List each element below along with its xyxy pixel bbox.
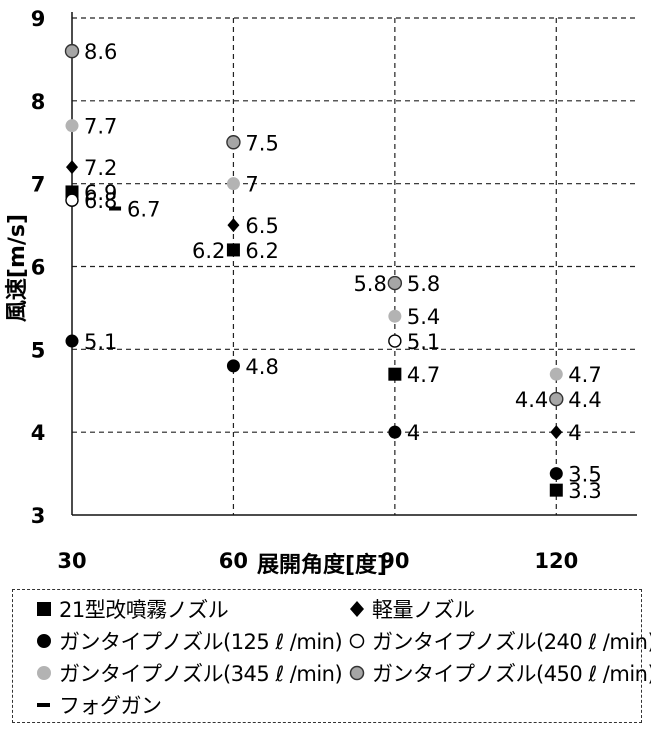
y-tick-label: 3 [31,504,46,528]
legend-label: 軽量ノズル [372,598,475,622]
data-labels: 6.9 6.2 4.7 3.3 7.2 6.5 4 4 5.1 4.8 3.5 6.8 5.1 4.4 7.… [84,40,602,503]
data-label: 5.1 [407,330,440,354]
square-point [226,243,240,257]
dash-point [109,206,122,211]
y-tick-label: 8 [31,90,46,114]
dash-marker-icon [37,703,50,707]
data-label: 6.8 [84,189,117,213]
chart-legend: 21型改噴霧ノズル 軽量ノズル ガンタイプノズル(125 ℓ /min) ガンタ… [12,589,651,723]
light-gray-circle-point [388,309,402,323]
legend-label: ガンタイプノズル(345 ℓ /min) [59,662,343,686]
data-label: 6.2 [192,239,225,263]
legend-label: ガンタイプノズル(240 ℓ /min) [372,630,651,654]
data-label: 4.4 [568,388,601,412]
light-gray-circle-point [65,119,79,133]
legend-label: ガンタイプノズル(450 ℓ /min) [372,662,651,686]
y-tick-label: 7 [31,173,46,197]
diamond-point [550,425,563,440]
diamond-marker-icon [350,601,364,617]
black-circle-point [226,359,240,373]
data-label: 7 [245,173,258,197]
legend-item-gun-450: ガンタイプノズル(450 ℓ /min) [346,658,651,688]
data-label: 4 [407,421,420,445]
gray-circle-point [226,135,241,150]
legend-item-gun-240: ガンタイプノズル(240 ℓ /min) [346,626,651,656]
data-label: 7.7 [84,115,117,139]
data-label: 6.9 [84,181,117,205]
y-tick-label: 5 [31,338,46,362]
x-tick-label: 120 [534,549,578,573]
chart-axes [71,12,637,516]
x-tick-label: 30 [57,549,86,573]
data-label: 4.7 [568,363,601,387]
open-circle-marker-icon [349,633,365,649]
data-label: 4.7 [407,363,440,387]
data-label: 4.8 [245,355,278,379]
y-axis-label: 風速[m/s] [4,214,30,322]
legend-item-gun-125: ガンタイプノズル(125 ℓ /min) [33,626,343,656]
data-label: 5.8 [353,272,386,296]
data-label: 6.7 [127,198,160,222]
data-label: 4 [568,421,581,445]
data-label: 7.5 [245,131,278,155]
legend-item-21-nozzle: 21型改噴霧ノズル [33,594,229,624]
black-circle-point [65,334,79,348]
open-circle-point [388,334,402,348]
legend-label: 21型改噴霧ノズル [59,598,229,622]
light-gray-circle-point [226,177,240,191]
gray-circle-marker-icon [349,665,365,681]
data-label: 5.4 [407,305,440,329]
data-label: 5.8 [407,272,440,296]
data-label: 8.6 [84,40,117,64]
scatter-chart: 3 4 5 6 7 8 9 30 60 90 120 6.9 6.2 4.7 3.3 7.2 6.5 4 4 5.1… [4,7,637,578]
x-tick-label: 60 [219,549,248,573]
square-point [388,367,402,381]
gray-circle-point [387,275,403,291]
data-label: 5.1 [84,330,117,354]
data-label: 6.5 [245,214,278,238]
black-circle-point [549,467,563,481]
square-point [549,483,563,497]
y-tick-label: 9 [31,7,46,31]
data-label: 7.2 [84,156,117,180]
legend-item-light-nozzle: 軽量ノズル [346,594,475,624]
light-gray-circle-point [549,367,563,381]
legend-item-fog-gun: フォグガン [33,690,162,720]
diamond-point [66,160,78,175]
black-circle-point [388,425,402,439]
gray-circle-point [549,391,564,407]
y-tick-label: 6 [31,256,46,280]
data-label: 3.5 [568,463,601,487]
data-label: 6.2 [245,239,278,263]
black-circle-marker-icon [37,634,51,648]
chart-grid [72,17,637,515]
data-points [64,43,564,497]
gray-circle-point [64,43,80,59]
legend-item-gun-345: ガンタイプノズル(345 ℓ /min) [33,658,343,688]
legend-label: ガンタイプノズル(125 ℓ /min) [59,630,343,654]
diamond-point [227,218,240,233]
x-axis-label: 展開角度[度] [257,552,387,578]
x-tick-label: 90 [380,549,409,573]
light-gray-circle-marker-icon [37,666,51,680]
open-circle-point [65,193,79,207]
legend-label: フォグガン [59,694,162,718]
square-marker-icon [37,602,51,616]
data-label: 4.4 [515,388,548,412]
tick-labels: 3 4 5 6 7 8 9 30 60 90 120 [31,7,579,573]
data-label: 3.3 [568,479,601,503]
y-tick-label: 4 [31,421,46,445]
